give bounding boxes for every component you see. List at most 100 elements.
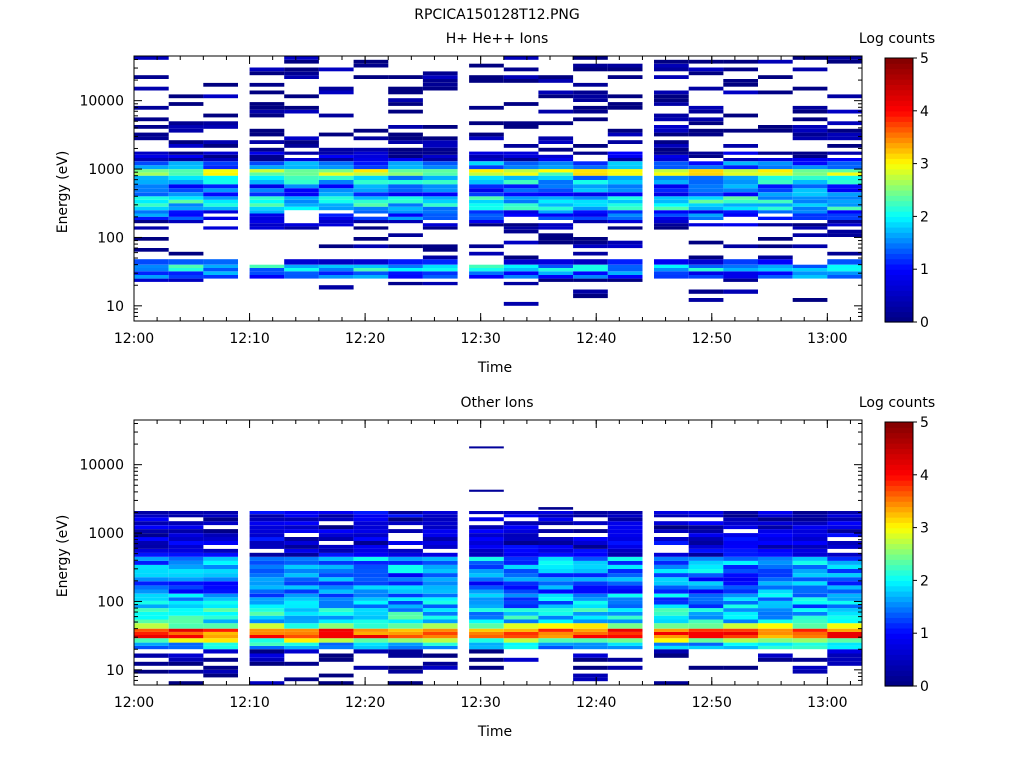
data-cell — [353, 199, 389, 204]
data-cell — [573, 161, 608, 166]
data-cell — [422, 259, 458, 265]
data-cell — [607, 529, 643, 533]
data-cell — [538, 180, 574, 185]
data-cell — [422, 611, 458, 616]
colorbar-tick-label: 2 — [920, 573, 929, 589]
data-cell — [688, 628, 724, 632]
data-cell — [758, 635, 793, 639]
data-cell — [203, 94, 238, 99]
data-cell — [503, 151, 539, 155]
data-cell — [388, 645, 423, 650]
data-cell — [469, 593, 504, 598]
data-cell — [353, 268, 389, 272]
colorbar-segment — [885, 427, 913, 434]
data-cell — [827, 210, 862, 214]
data-cell — [203, 628, 238, 632]
colorbar-segment — [885, 285, 913, 291]
data-cell — [134, 206, 169, 211]
data-cell — [792, 244, 828, 249]
data-cell — [654, 67, 689, 72]
data-cell — [249, 593, 285, 598]
data-cell — [318, 548, 354, 553]
data-cell — [723, 151, 758, 155]
x-axis-label: Time — [477, 724, 512, 740]
data-cell — [422, 79, 458, 83]
data-cell — [134, 75, 169, 79]
data-cell — [538, 140, 574, 144]
data-cell — [134, 216, 169, 220]
colorbar-tick-label: 0 — [920, 315, 929, 331]
data-cell — [688, 128, 724, 133]
data-cell — [827, 144, 862, 148]
data-cell — [168, 278, 204, 282]
colorbar-segment — [885, 458, 913, 465]
data-cell — [758, 184, 793, 189]
data-cell — [723, 548, 758, 553]
plot-frame — [133, 419, 863, 686]
data-cell — [538, 529, 574, 533]
data-cell — [723, 271, 758, 275]
data-cell — [607, 560, 643, 565]
data-cell — [353, 585, 389, 590]
data-cell — [249, 213, 285, 217]
data-cell — [688, 529, 724, 533]
data-cell — [388, 581, 423, 586]
data-cell — [827, 661, 862, 666]
panel-other-ions: Other Ions Log counts Time Energy (eV) 1… — [55, 395, 935, 740]
data-cell — [827, 56, 862, 60]
data-cell — [249, 264, 285, 268]
data-cell — [422, 147, 458, 152]
data-cell — [134, 132, 169, 137]
data-cell — [422, 604, 458, 609]
data-cell — [388, 585, 423, 590]
data-cell — [388, 552, 423, 557]
data-cell — [792, 631, 828, 635]
data-cell — [388, 102, 423, 106]
data-cell — [469, 577, 504, 582]
data-cell — [203, 638, 238, 643]
colorbar-tick-label: 4 — [920, 468, 929, 484]
data-cell — [792, 597, 828, 601]
data-cell — [388, 199, 423, 204]
data-cell — [723, 615, 758, 620]
data-cell — [284, 642, 319, 646]
data-cell — [758, 172, 793, 176]
data-cell — [318, 86, 354, 91]
data-cell — [758, 541, 793, 545]
data-cell — [758, 552, 793, 557]
data-cell — [134, 259, 169, 265]
data-cell — [573, 220, 608, 224]
data-cell — [422, 577, 458, 582]
data-cell — [469, 213, 504, 217]
data-cell — [134, 615, 169, 620]
data-cell — [607, 593, 643, 598]
data-cell — [654, 573, 689, 578]
data-cell — [723, 569, 758, 574]
data-cell — [607, 581, 643, 586]
data-cell — [353, 151, 389, 155]
data-cell — [792, 552, 828, 557]
data-cell — [538, 642, 574, 646]
data-cell — [792, 105, 828, 110]
data-cell — [353, 210, 389, 214]
data-cell — [388, 206, 423, 211]
data-cell — [758, 585, 793, 590]
data-cell — [792, 213, 828, 217]
data-cell — [723, 113, 758, 118]
data-cell — [573, 180, 608, 185]
colorbar-segment — [885, 590, 913, 597]
data-cell — [688, 298, 724, 302]
data-cell — [573, 589, 608, 594]
data-cell — [203, 521, 238, 526]
data-cell — [607, 220, 643, 224]
data-cell — [203, 169, 238, 173]
data-cell — [792, 533, 828, 538]
data-cell — [758, 169, 793, 173]
data-cell — [792, 172, 828, 176]
data-cell — [134, 564, 169, 569]
data-cell — [249, 216, 285, 220]
data-cell — [607, 165, 643, 170]
colorbar-segment — [885, 469, 913, 476]
data-cell — [538, 274, 574, 279]
data-cell — [422, 533, 458, 538]
